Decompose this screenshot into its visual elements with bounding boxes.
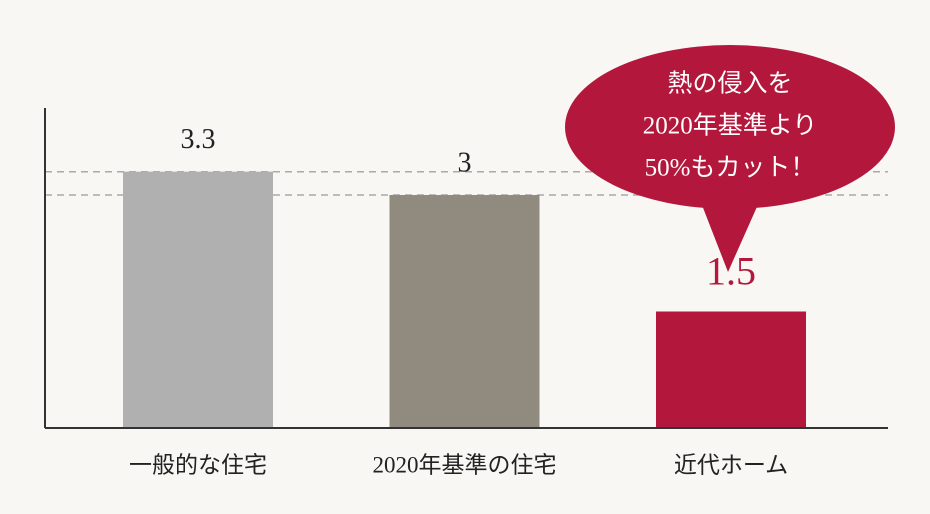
bubble-pointer	[700, 200, 760, 272]
bar	[123, 171, 273, 428]
bar	[656, 311, 806, 428]
x-tick-label: 近代ホーム	[674, 452, 788, 477]
value-label: 3	[458, 147, 472, 178]
x-tick-label: 一般的な住宅	[129, 452, 267, 477]
value-label: 3.3	[181, 124, 216, 155]
x-tick-label: 2020年基準の住宅	[373, 452, 557, 477]
speech-bubble	[565, 45, 895, 209]
annotation-line: 2020年基準より	[643, 112, 818, 140]
bar	[389, 194, 540, 428]
annotation-line: 50%もカット！	[645, 155, 816, 182]
annotation-line: 熱の侵入を	[667, 70, 792, 98]
